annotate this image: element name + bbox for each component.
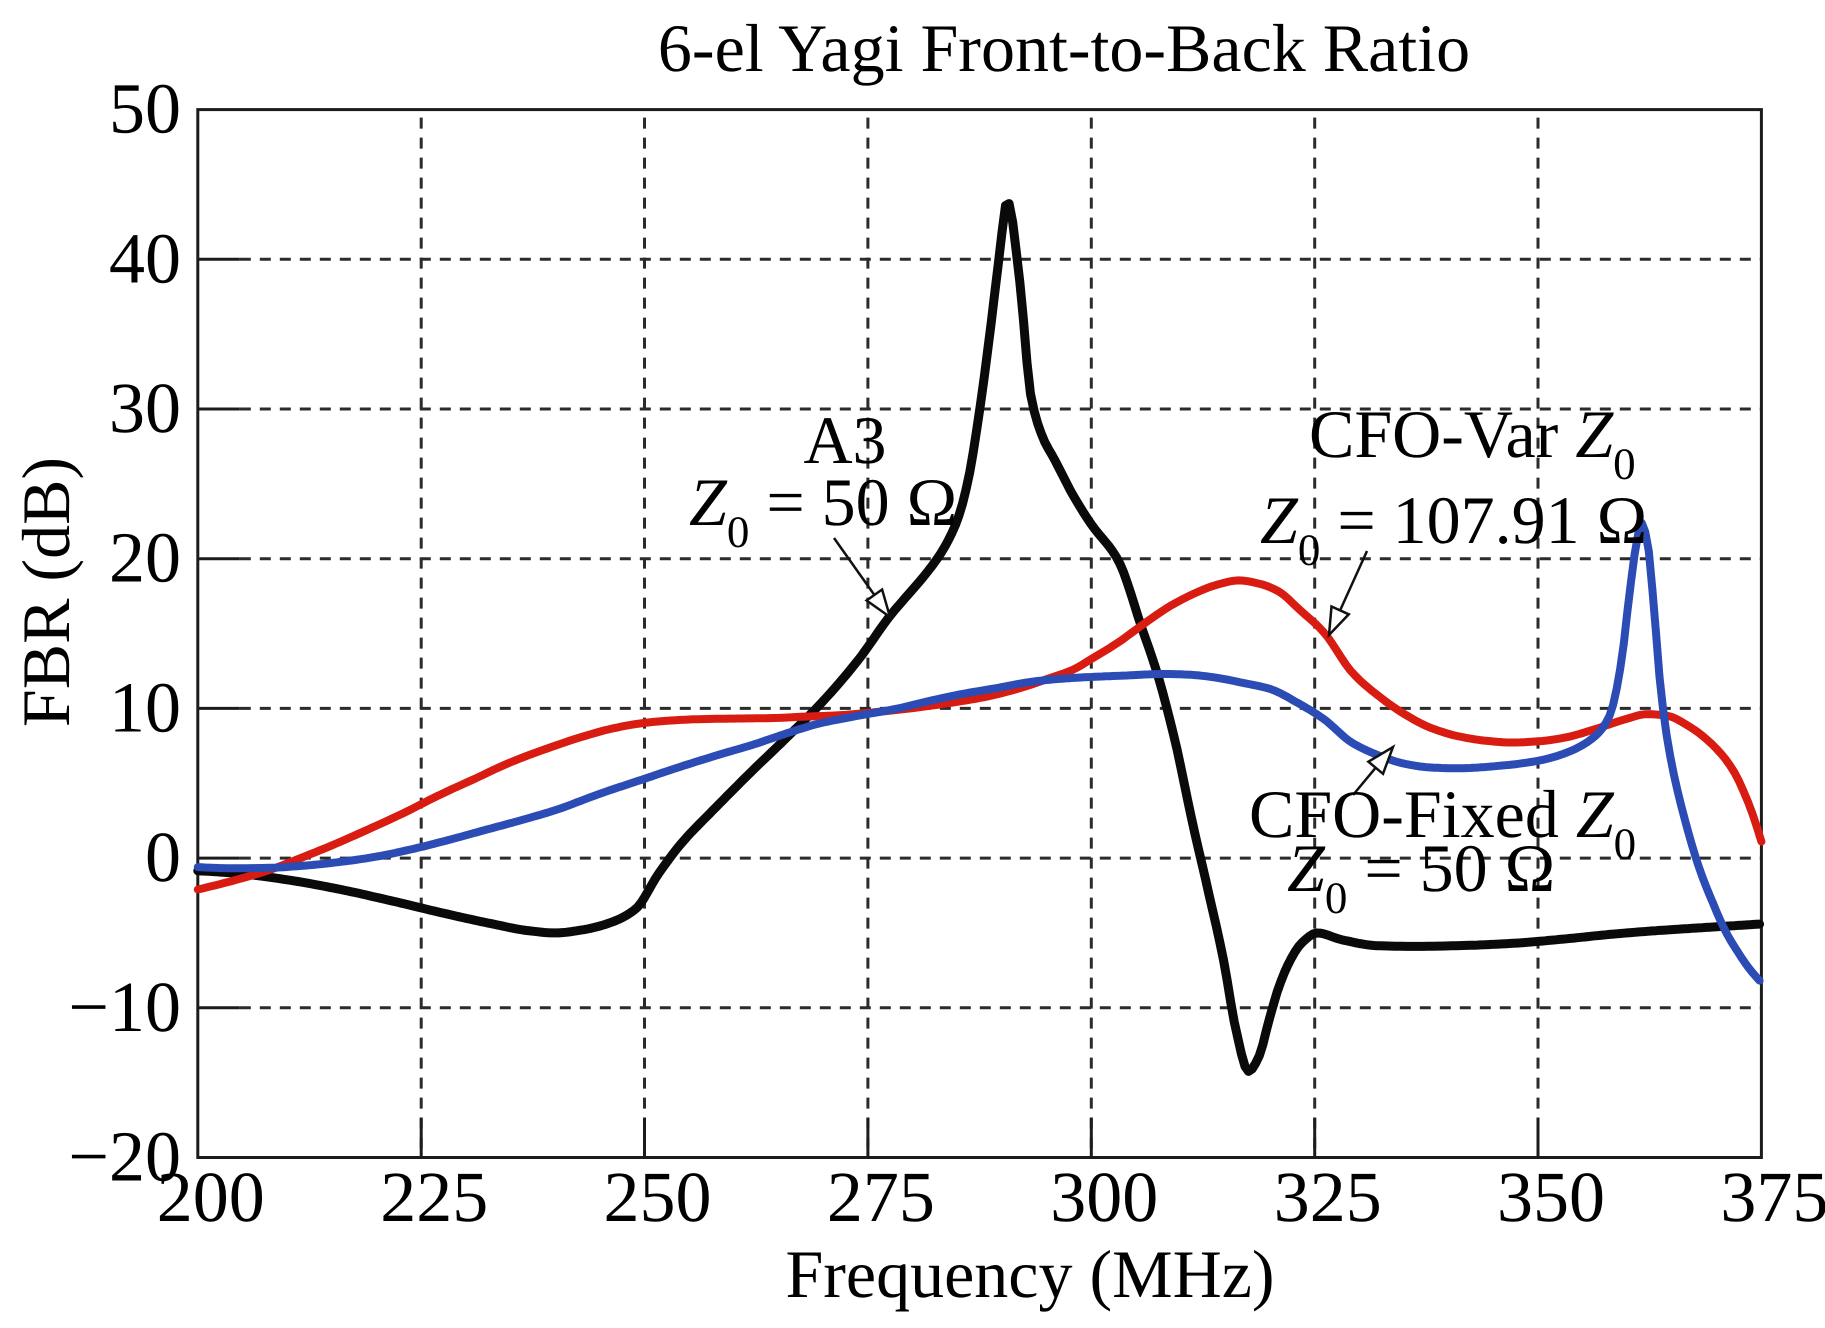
svg-text:Z0 = 50 Ω: Z0 = 50 Ω xyxy=(689,464,957,557)
svg-text:Z0 = 50 Ω: Z0 = 50 Ω xyxy=(1287,830,1555,923)
svg-text:250: 250 xyxy=(604,1157,712,1237)
svg-text:Frequency (MHz): Frequency (MHz) xyxy=(785,1236,1274,1312)
svg-text:Z0 = 107.91 Ω: Z0 = 107.91 Ω xyxy=(1260,482,1647,575)
svg-text:350: 350 xyxy=(1497,1157,1605,1237)
svg-text:225: 225 xyxy=(380,1157,488,1237)
svg-text:10: 10 xyxy=(109,667,181,747)
svg-text:300: 300 xyxy=(1050,1157,1158,1237)
svg-text:30: 30 xyxy=(109,368,181,448)
svg-text:325: 325 xyxy=(1274,1157,1382,1237)
svg-text:50: 50 xyxy=(109,69,181,149)
svg-text:6-el Yagi Front-to-Back Ratio: 6-el Yagi Front-to-Back Ratio xyxy=(658,10,1470,86)
svg-text:A3: A3 xyxy=(803,402,886,478)
svg-text:275: 275 xyxy=(827,1157,935,1237)
svg-text:375: 375 xyxy=(1720,1157,1825,1237)
svg-text:20: 20 xyxy=(109,518,181,598)
svg-text:FBR (dB): FBR (dB) xyxy=(8,457,84,727)
svg-text:−20: −20 xyxy=(68,1117,181,1197)
svg-text:200: 200 xyxy=(157,1157,265,1237)
svg-text:0: 0 xyxy=(145,817,181,897)
svg-text:40: 40 xyxy=(109,218,181,298)
svg-text:−10: −10 xyxy=(68,967,181,1047)
